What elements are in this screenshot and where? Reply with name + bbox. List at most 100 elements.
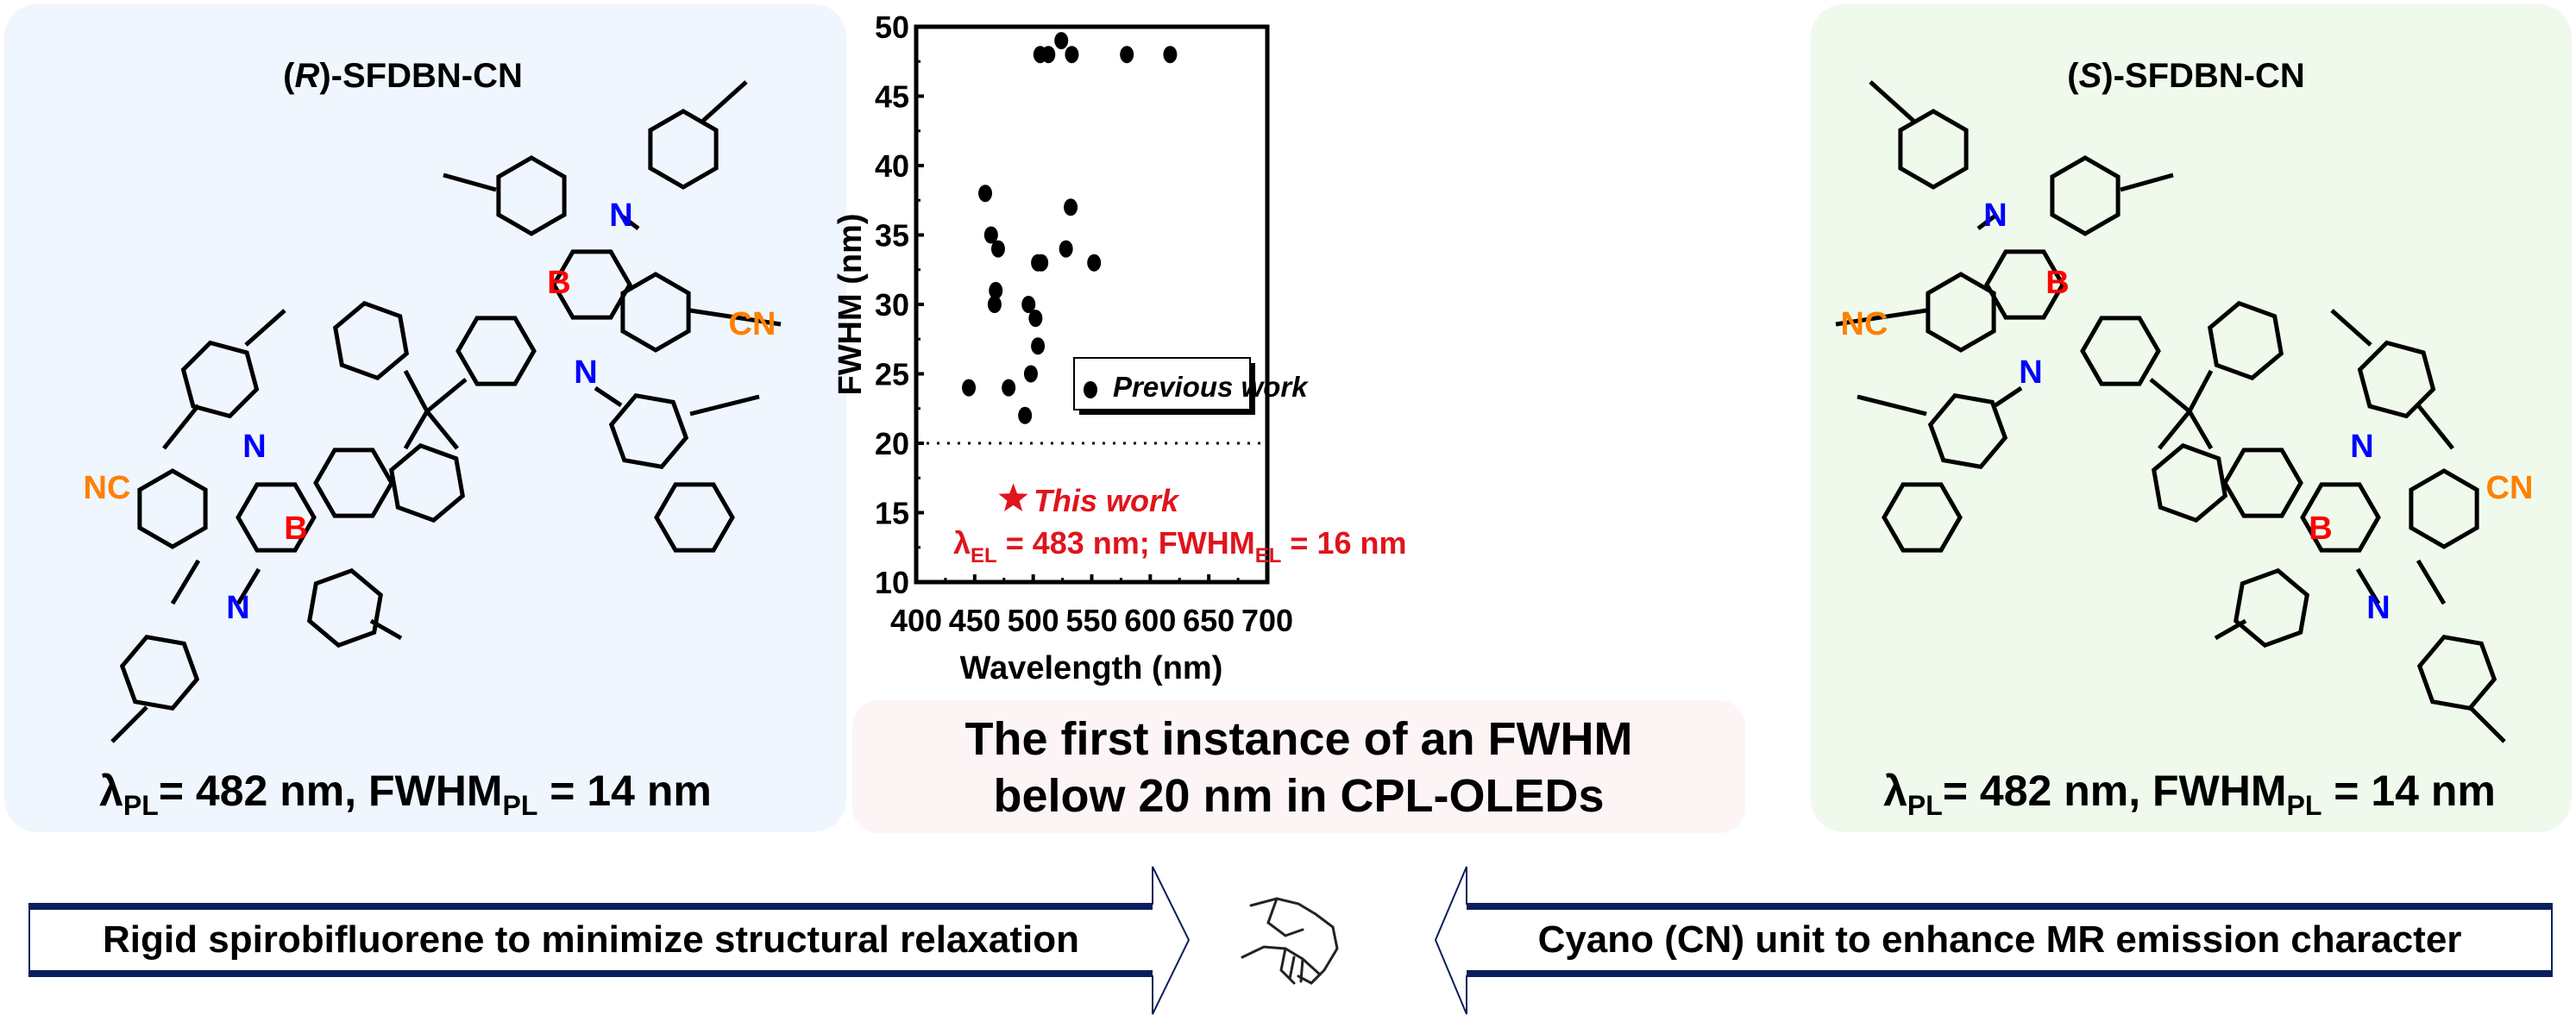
molecule-title-r: (R)-SFDBN-CN bbox=[283, 57, 523, 96]
bond bbox=[2468, 705, 2506, 743]
benzene-ring bbox=[137, 468, 208, 549]
data-point-previous-work bbox=[1018, 406, 1033, 424]
atom-label-nc: NC bbox=[1841, 306, 1888, 342]
props-end: = 14 nm bbox=[2322, 767, 2496, 815]
bond bbox=[2149, 378, 2191, 413]
title-rest: )-SFDBN-CN bbox=[2102, 57, 2305, 95]
atom-label-n: N bbox=[1983, 197, 2007, 234]
atom-label-n: N bbox=[2019, 354, 2042, 391]
data-point-previous-work bbox=[1021, 296, 1036, 313]
y-tick-label: 20 bbox=[875, 426, 909, 461]
bond bbox=[425, 378, 468, 413]
benzene-ring bbox=[551, 249, 632, 320]
atom-label-nc: NC bbox=[84, 470, 131, 506]
bond bbox=[236, 567, 261, 605]
bond bbox=[369, 618, 403, 641]
benzene-ring bbox=[648, 109, 719, 190]
benzene-ring bbox=[1926, 272, 1996, 353]
bond bbox=[2214, 618, 2247, 641]
plot-area: 400 450 500 550 600 650 700 10 15 20 25 30 35 40 45 50 bbox=[875, 9, 1293, 638]
benzene-ring bbox=[2207, 300, 2284, 381]
bond bbox=[403, 369, 430, 413]
sub-pl: PL bbox=[123, 790, 159, 821]
atom-label-n: N bbox=[2350, 429, 2373, 465]
data-point-previous-work bbox=[1087, 254, 1102, 272]
lambda: λ bbox=[1883, 767, 1907, 815]
bond bbox=[594, 385, 623, 408]
bond bbox=[701, 80, 748, 122]
legend: Previous work bbox=[1073, 357, 1309, 415]
data-point-previous-work bbox=[978, 185, 993, 203]
bond bbox=[110, 705, 148, 743]
bond bbox=[1976, 214, 1997, 230]
benzene-ring bbox=[2409, 468, 2479, 549]
benzene-ring bbox=[2300, 482, 2381, 553]
atom-label-b: B bbox=[2309, 511, 2332, 547]
data-point-previous-work bbox=[1120, 46, 1134, 64]
benzene-ring bbox=[313, 448, 394, 518]
bond bbox=[619, 214, 640, 230]
pl-properties-r: λPL= 482 nm, FWHMPL = 14 nm bbox=[99, 766, 712, 822]
data-point-previous-work bbox=[987, 296, 1002, 313]
y-tick-label: 40 bbox=[875, 148, 909, 184]
benzene-ring bbox=[2050, 155, 2120, 236]
benzene-ring bbox=[306, 567, 384, 648]
molecule-left_panel: N B CN N N B N NC bbox=[84, 80, 782, 743]
x-tick-label: 500 bbox=[1008, 603, 1059, 638]
this-work-annotation: This work λEL = 483 nm; FWHMEL = 16 nm bbox=[953, 483, 1407, 567]
right-arrow bbox=[1434, 866, 2553, 1015]
handshake-icon bbox=[1241, 897, 1339, 985]
sub-pl: PL bbox=[1907, 790, 1943, 821]
bond bbox=[2330, 309, 2372, 347]
atom-label-n: N bbox=[226, 590, 249, 626]
x-tick-label: 600 bbox=[1124, 603, 1176, 638]
benzene-ring bbox=[654, 482, 735, 553]
benzene-ring bbox=[1927, 392, 2008, 470]
benzene-ring bbox=[1984, 249, 2065, 320]
atom-label-b: B bbox=[284, 511, 307, 547]
props-mid: = 482 nm, FWHM bbox=[158, 767, 503, 815]
legend-marker bbox=[1084, 381, 1097, 398]
sub-pl: PL bbox=[502, 790, 538, 821]
props-mid: = 482 nm, FWHM bbox=[1942, 767, 2287, 815]
benzene-ring bbox=[456, 316, 537, 386]
bond bbox=[2187, 410, 2214, 450]
y-tick-label: 10 bbox=[875, 565, 909, 600]
y-tick-label: 45 bbox=[875, 79, 909, 115]
pl-properties-s: λPL= 482 nm, FWHMPL = 14 nm bbox=[1883, 766, 2496, 822]
bond bbox=[1994, 385, 2023, 408]
title-italic: R bbox=[294, 57, 320, 95]
x-tick-label: 400 bbox=[890, 603, 942, 638]
data-point-previous-work bbox=[1064, 198, 1078, 216]
bond bbox=[2158, 410, 2191, 450]
atom-label-b: B bbox=[547, 265, 570, 301]
benzene-ring bbox=[2357, 340, 2436, 419]
atom-label-n: N bbox=[242, 429, 266, 465]
benzene-ring bbox=[180, 340, 260, 419]
benzene-ring bbox=[2080, 316, 2161, 386]
data-point-previous-work bbox=[1065, 46, 1079, 64]
bond bbox=[2416, 559, 2447, 605]
y-tick-label: 30 bbox=[875, 287, 909, 323]
data-point-previous-work bbox=[1041, 46, 1056, 64]
x-tick-label: 550 bbox=[1065, 603, 1117, 638]
legend-label: Previous work bbox=[1113, 371, 1309, 403]
bond bbox=[170, 559, 201, 605]
title-open: ( bbox=[2067, 57, 2079, 95]
benzene-ring bbox=[388, 442, 466, 523]
bond bbox=[162, 404, 200, 450]
data-point-previous-work bbox=[1023, 365, 1038, 383]
benzene-ring bbox=[2151, 442, 2228, 523]
right-arrow-label: Cyano (CN) unit to enhance MR emission c… bbox=[1537, 918, 2462, 961]
molecule-title-s: (S)-SFDBN-CN bbox=[2067, 57, 2305, 96]
y-tick-label: 35 bbox=[875, 218, 909, 254]
benzene-ring bbox=[620, 272, 691, 353]
lambda: λ bbox=[99, 767, 123, 815]
benzene-ring bbox=[496, 155, 567, 236]
bond bbox=[2355, 567, 2381, 605]
x-tick-label: 450 bbox=[949, 603, 1001, 638]
data-point-previous-work bbox=[1034, 254, 1049, 272]
data-point-previous-work bbox=[1054, 32, 1069, 50]
